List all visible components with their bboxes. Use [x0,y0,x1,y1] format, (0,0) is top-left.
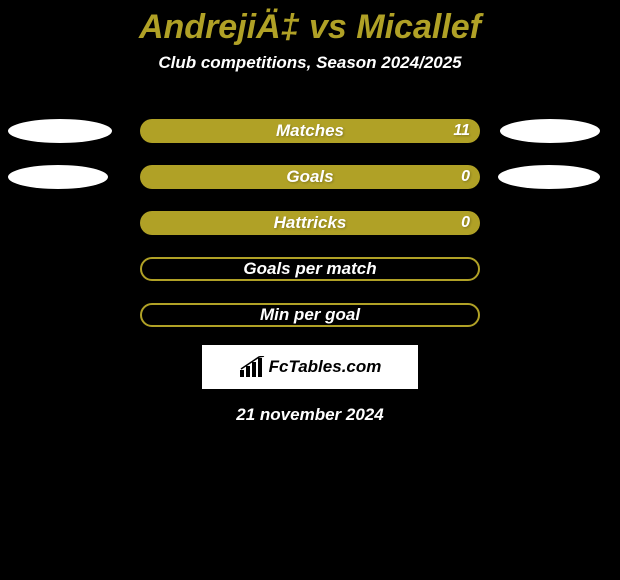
stat-rows: Matches 11 Goals 0 Hattricks 0 Goals per… [0,119,620,327]
stat-value-right: 0 [461,168,470,186]
right-ellipse-1 [498,165,600,189]
stat-bar-matches: Matches 11 [140,119,480,143]
date-label: 21 november 2024 [0,405,620,425]
stat-row: Goals 0 [0,165,620,189]
fctables-logo-link[interactable]: FcTables.com [202,345,418,389]
comparison-widget: AndrejiÄ‡ vs Micallef Club competitions,… [0,0,620,580]
logo-text: FcTables.com [269,357,382,377]
stat-bar-goals: Goals 0 [140,165,480,189]
stat-label: Goals [286,167,333,187]
stat-row: Matches 11 [0,119,620,143]
page-subtitle: Club competitions, Season 2024/2025 [0,53,620,73]
stat-value-right: 11 [453,122,470,140]
stat-row: Hattricks 0 [0,211,620,235]
stat-label: Goals per match [243,259,376,279]
stat-value-right: 0 [461,214,470,232]
stat-row: Goals per match [0,257,620,281]
page-title: AndrejiÄ‡ vs Micallef [0,0,620,47]
left-ellipse-0 [8,119,112,143]
stat-row: Min per goal [0,303,620,327]
stat-bar-min-per-goal: Min per goal [140,303,480,327]
stat-bar-goals-per-match: Goals per match [140,257,480,281]
stat-label: Min per goal [260,305,360,325]
right-ellipse-0 [500,119,600,143]
stat-label: Matches [276,121,344,141]
stat-label: Hattricks [274,213,347,233]
left-ellipse-1 [8,165,108,189]
stat-bar-hattricks: Hattricks 0 [140,211,480,235]
bars-icon [239,356,265,378]
